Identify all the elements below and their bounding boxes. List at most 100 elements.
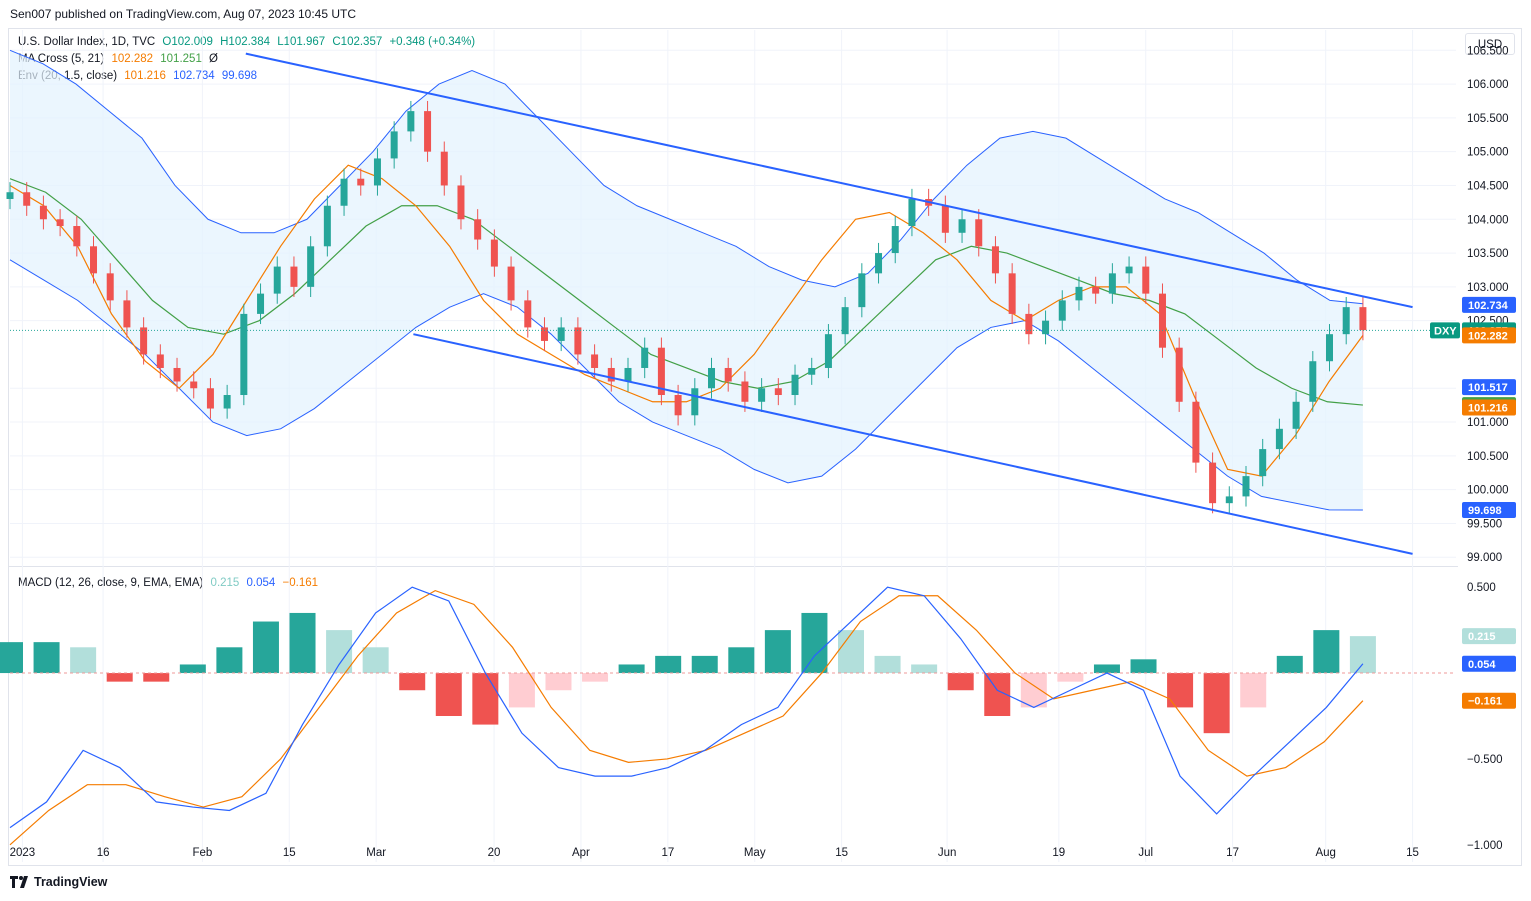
time-axis-label: Aug (1315, 847, 1335, 859)
price-axis-label: 101.000 (1467, 417, 1509, 429)
time-axis-label: 15 (1406, 847, 1419, 859)
channel-upper-line (245, 52, 1413, 309)
candle-body (607, 367, 615, 382)
candle-body (1008, 273, 1016, 314)
candle-body (574, 327, 582, 355)
macd-histogram-bar (399, 673, 426, 691)
price-axis-label: 106.000 (1467, 79, 1509, 91)
legend-macd-line: 0.054 (246, 577, 276, 589)
time-axis-label: 17 (661, 847, 674, 859)
macd-histogram-bar (947, 673, 974, 691)
candle-body (290, 266, 298, 287)
price-axis-label: 100.000 (1467, 485, 1509, 497)
candle-body (1259, 449, 1267, 477)
macd-histogram-bar (289, 612, 316, 674)
candle-body (1025, 313, 1033, 335)
macd-histogram-bar (106, 673, 133, 682)
candle-body (1142, 266, 1150, 294)
candle-body (1058, 300, 1066, 321)
legend-main[interactable]: U.S. Dollar Index, 1D, TVC O102.009 H102… (18, 36, 479, 48)
envelope-lower-line (9, 259, 1363, 511)
pane-separator[interactable] (8, 566, 1458, 567)
price-tag: 101.216 (1462, 399, 1516, 416)
publisher-line: Sen007 published on TradingView.com, Aug… (10, 7, 357, 21)
candle-body (1125, 266, 1133, 274)
macd-histogram-bar (582, 673, 609, 682)
price-tag-text: 99.698 (1468, 505, 1502, 517)
price-tag: 102.734 (1462, 296, 1516, 313)
price-axis-label: 103.500 (1467, 248, 1509, 260)
time-axis-label: 15 (835, 847, 848, 859)
currency-button[interactable]: USD (1465, 33, 1515, 55)
macd-histogram-bar (362, 647, 389, 674)
time-axis-label: 15 (283, 847, 296, 859)
macd-histogram-bar (1057, 673, 1084, 682)
legend-macd-signal: −0.161 (282, 577, 319, 589)
candle-body (273, 266, 281, 294)
candle-body (106, 273, 114, 301)
candle-body (56, 219, 64, 227)
macd-histogram-bar (216, 647, 243, 674)
price-tag-bg (1462, 327, 1516, 344)
legend-ma-v2: 101.251 (160, 53, 202, 65)
candle-body (223, 395, 231, 409)
macd-histogram-bar (911, 664, 938, 674)
time-axis-label: 19 (1052, 847, 1065, 859)
time-axis-label: May (744, 847, 766, 859)
candle-body (156, 354, 164, 368)
time-axis-label: Feb (192, 847, 212, 859)
time-axis-label: Apr (572, 847, 590, 859)
candle-body (457, 185, 465, 220)
macd-histogram-bar (472, 673, 499, 725)
macd-histogram-bar (1167, 673, 1194, 708)
candle-body (641, 347, 649, 368)
candle-body (1342, 307, 1350, 335)
candle-body (206, 388, 214, 409)
legend-ma-flag: Ø (209, 53, 218, 65)
candle-body (808, 367, 816, 375)
time-axis-label: 17 (1226, 847, 1239, 859)
candle-body (524, 300, 532, 328)
price-tag-bg (1462, 379, 1516, 396)
candles (6, 100, 1367, 514)
candle-body (708, 367, 716, 389)
macd-histogram-bar (1276, 655, 1303, 674)
macd-histogram-bar (691, 655, 718, 674)
candle-body (841, 307, 849, 335)
macd-tag-text: 0.215 (1468, 631, 1496, 643)
legend-high: H102.384 (220, 36, 270, 48)
macd-histogram-bar (764, 630, 791, 674)
macd-histogram-bar (1093, 664, 1120, 674)
candle-body (991, 246, 999, 274)
price-axis-label: 99.000 (1467, 552, 1502, 564)
candle-body (741, 381, 749, 402)
candle-body (390, 131, 398, 159)
candle-body (1209, 462, 1217, 504)
price-tag-bg (1462, 399, 1516, 416)
candle-body (540, 327, 548, 341)
macd-histogram-bar (837, 630, 864, 674)
legend-env-v3: 99.698 (221, 70, 258, 82)
time-axis-label: Jul (1138, 847, 1153, 859)
candle-body (657, 347, 665, 396)
legend-macd[interactable]: MACD (12, 26, close, 9, EMA, EMA) 0.215 … (18, 577, 322, 589)
candle-body (875, 253, 883, 274)
candle-body (39, 205, 47, 220)
candle-body (73, 226, 81, 247)
candle-body (140, 327, 148, 355)
candle-body (507, 266, 515, 301)
candle-body (424, 111, 432, 152)
candle-body (1309, 361, 1317, 402)
tradingview-logo[interactable]: TradingView (10, 875, 107, 889)
price-axis-label: 99.500 (1467, 518, 1502, 530)
macd-histogram-bar (435, 673, 462, 716)
legend-envelope[interactable]: Env (20, 1.5, close) 101.216 102.734 99.… (18, 70, 261, 82)
macd-signal-line (9, 589, 1364, 846)
macd-histogram-bar (728, 647, 755, 674)
candle-body (1075, 286, 1083, 301)
candle-body (257, 293, 265, 314)
candle-body (1242, 476, 1250, 497)
candle-body (1158, 293, 1166, 348)
candle-body (474, 219, 482, 240)
